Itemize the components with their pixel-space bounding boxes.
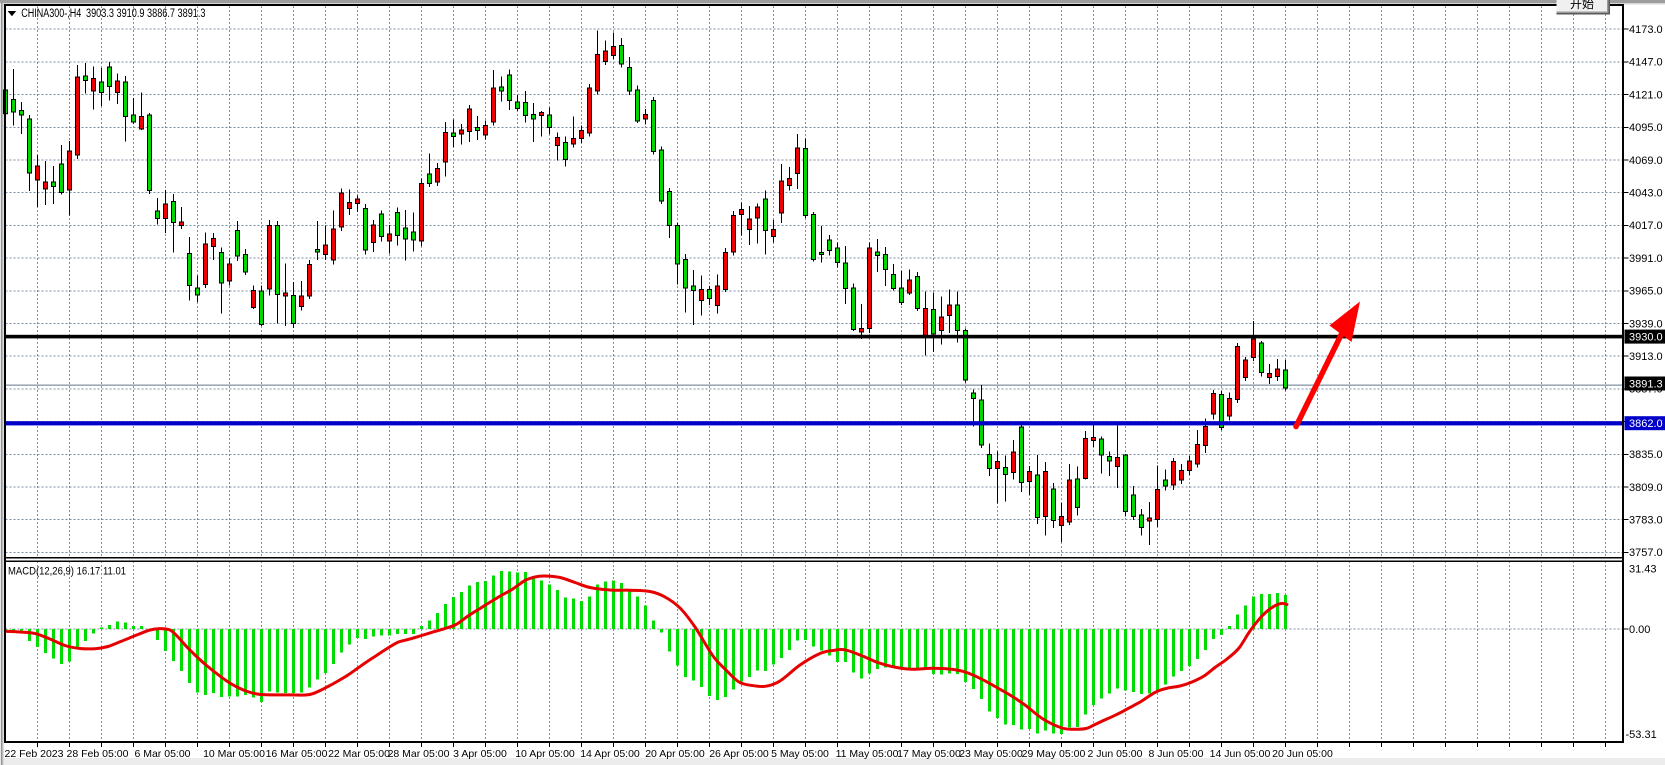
svg-text:10 Apr 05:00: 10 Apr 05:00: [515, 748, 575, 760]
svg-text:3913.0: 3913.0: [1629, 351, 1663, 363]
svg-text:3903.3 3910.9 3886.7 3891.3: 3903.3 3910.9 3886.7 3891.3: [86, 8, 206, 20]
svg-text:3862.0: 3862.0: [1629, 418, 1663, 430]
svg-text:17 May 05:00: 17 May 05:00: [897, 748, 961, 760]
svg-text:3 Apr 05:00: 3 Apr 05:00: [453, 748, 507, 760]
svg-text:3991.0: 3991.0: [1629, 253, 1663, 265]
svg-text:4147.0: 4147.0: [1629, 57, 1663, 69]
svg-text:16 Mar 05:00: 16 Mar 05:00: [266, 748, 328, 760]
svg-text:MACD(12,26,9) 16.17 11.01: MACD(12,26,9) 16.17 11.01: [8, 566, 126, 578]
svg-text:14 Apr 05:00: 14 Apr 05:00: [580, 748, 640, 760]
svg-text:4173.0: 4173.0: [1629, 24, 1663, 36]
svg-text:3939.0: 3939.0: [1629, 318, 1663, 330]
svg-text:10 Mar 05:00: 10 Mar 05:00: [203, 748, 265, 760]
svg-text:4043.0: 4043.0: [1629, 188, 1663, 200]
svg-text:CHINA300-,H4: CHINA300-,H4: [21, 8, 81, 20]
svg-text:22 Mar 05:00: 22 Mar 05:00: [328, 748, 390, 760]
svg-text:26 Apr 05:00: 26 Apr 05:00: [709, 748, 769, 760]
svg-text:3930.0: 3930.0: [1629, 331, 1663, 343]
svg-text:3809.0: 3809.0: [1629, 482, 1663, 494]
svg-text:8 Jun 05:00: 8 Jun 05:00: [1149, 748, 1204, 760]
svg-text:3783.0: 3783.0: [1629, 515, 1663, 527]
svg-text:4095.0: 4095.0: [1629, 122, 1663, 134]
svg-text:29 May 05:00: 29 May 05:00: [1022, 748, 1086, 760]
svg-text:4069.0: 4069.0: [1629, 155, 1663, 167]
svg-text:11 May 05:00: 11 May 05:00: [836, 748, 899, 760]
svg-text:2 Jun 05:00: 2 Jun 05:00: [1088, 748, 1143, 760]
svg-text:3757.0: 3757.0: [1629, 547, 1663, 559]
svg-text:6 Mar 05:00: 6 Mar 05:00: [134, 748, 190, 760]
svg-text:4121.0: 4121.0: [1629, 89, 1663, 101]
svg-text:3835.0: 3835.0: [1629, 449, 1663, 461]
svg-text:31.43: 31.43: [1629, 564, 1657, 576]
svg-text:5 May 05:00: 5 May 05:00: [771, 748, 829, 760]
svg-text:20 Apr 05:00: 20 Apr 05:00: [645, 748, 705, 760]
svg-text:0.00: 0.00: [1629, 624, 1650, 636]
svg-text:3891.3: 3891.3: [1629, 378, 1663, 390]
svg-text:-53.31: -53.31: [1626, 729, 1657, 741]
svg-text:4017.0: 4017.0: [1629, 220, 1663, 232]
svg-text:14 Jun 05:00: 14 Jun 05:00: [1210, 748, 1271, 760]
svg-text:3965.0: 3965.0: [1629, 286, 1663, 298]
svg-text:20 Jun 05:00: 20 Jun 05:00: [1272, 748, 1333, 760]
svg-text:开始: 开始: [1570, 0, 1594, 11]
svg-text:23 May 05:00: 23 May 05:00: [959, 748, 1023, 760]
svg-text:22 Feb 2023: 22 Feb 2023: [5, 748, 64, 760]
svg-text:28 Feb 05:00: 28 Feb 05:00: [67, 748, 129, 760]
svg-text:28 Mar 05:00: 28 Mar 05:00: [388, 748, 450, 760]
